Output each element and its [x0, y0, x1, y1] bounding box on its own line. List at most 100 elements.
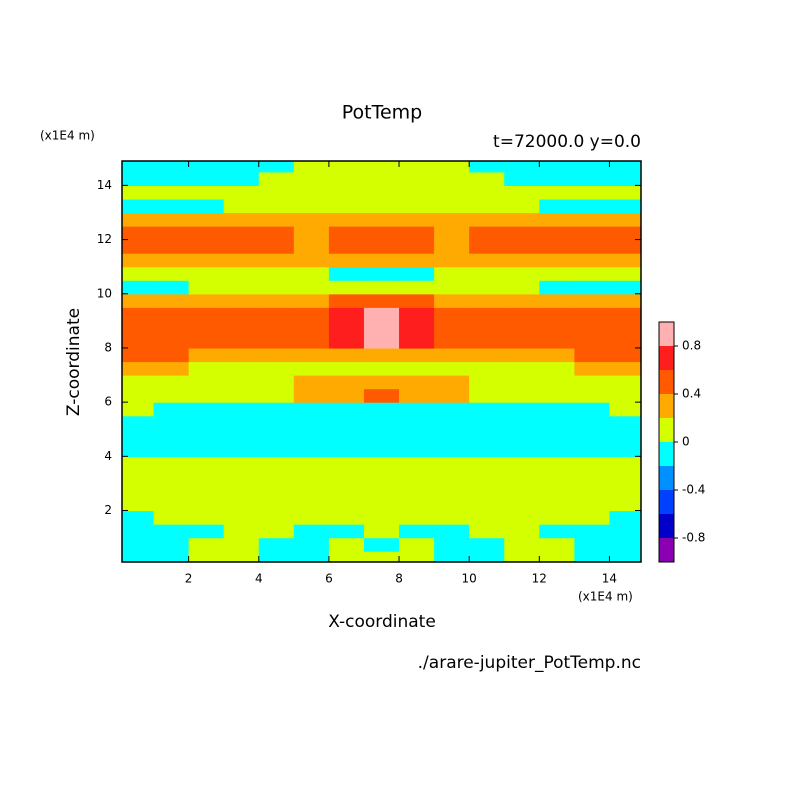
colorbar-band — [659, 490, 674, 514]
contour-cell — [609, 402, 641, 417]
contour-cell — [258, 185, 295, 200]
x-unit: (x1E4 m) — [578, 590, 633, 604]
contour-cell — [504, 239, 540, 254]
contour-cell — [188, 469, 225, 485]
contour-cell — [223, 320, 260, 336]
contour-cell — [153, 456, 190, 471]
contour-cell — [258, 253, 295, 268]
contour-cell — [328, 456, 365, 471]
contour-cell — [122, 226, 155, 241]
contour-cell — [258, 171, 295, 186]
contour-cell — [399, 320, 435, 336]
contour-cell — [399, 347, 435, 363]
contour-cell — [363, 266, 400, 281]
contour-cell — [504, 280, 540, 295]
contour-cell — [153, 226, 190, 241]
contour-cell — [122, 293, 155, 308]
contour-cell — [539, 239, 575, 254]
contour-cell — [153, 402, 190, 417]
contour-cell — [293, 375, 330, 390]
contour-cell — [469, 239, 505, 254]
contour-cell — [609, 185, 641, 200]
contour-cell — [504, 402, 540, 417]
contour-cell — [153, 307, 190, 322]
contour-cell — [399, 293, 435, 308]
y-tick-label: 10 — [97, 286, 112, 300]
contour-cell — [469, 161, 505, 173]
contour-cell — [363, 456, 400, 471]
contour-cell — [328, 253, 365, 268]
contour-cell — [504, 442, 540, 457]
contour-cell — [258, 212, 295, 227]
contour-cell — [293, 524, 330, 539]
contour-cell — [574, 442, 611, 457]
contour-cell — [122, 171, 155, 186]
contour-cell — [328, 510, 365, 525]
contour-cell — [122, 320, 155, 336]
contour-cell — [122, 347, 155, 363]
contour-cell — [434, 415, 470, 430]
contour-cell — [293, 293, 330, 308]
y-axis-label: Z-coordinate — [64, 308, 84, 416]
contour-cell — [399, 537, 435, 552]
contour-cell — [399, 266, 435, 281]
contour-cell — [363, 415, 400, 430]
contour-cell — [363, 334, 400, 349]
contour-cell — [328, 537, 365, 552]
contour-cell — [574, 415, 611, 430]
contour-cell — [469, 253, 505, 268]
contour-cell — [539, 185, 575, 200]
contour-cell — [188, 375, 225, 390]
contour-cell — [504, 347, 540, 363]
contour-cell — [609, 469, 641, 485]
contour-cell — [223, 429, 260, 444]
contour-cell — [609, 375, 641, 390]
contour-cell — [258, 388, 295, 403]
contour-cell — [469, 469, 505, 485]
contour-cell — [504, 524, 540, 539]
y-tick-label: 6 — [104, 395, 112, 409]
contour-cell — [258, 496, 295, 512]
contour-cell — [504, 226, 540, 241]
contour-cell — [539, 266, 575, 281]
contour-cell — [399, 253, 435, 268]
contour-cell — [258, 293, 295, 308]
contour-cell — [188, 429, 225, 444]
contour-cell — [469, 334, 505, 349]
contour-cell — [574, 266, 611, 281]
contour-cell — [574, 496, 611, 512]
contour-cell — [539, 320, 575, 336]
contour-cell — [574, 388, 611, 403]
contour-cell — [399, 226, 435, 241]
contour-cell — [574, 456, 611, 471]
contour-cell — [258, 524, 295, 539]
contour-cell — [363, 239, 400, 254]
contour-cell — [399, 334, 435, 349]
contour-cell — [223, 185, 260, 200]
contour-cell — [328, 226, 365, 241]
contour-cell — [469, 510, 505, 525]
contour-cell — [399, 239, 435, 254]
contour-cell — [328, 185, 365, 200]
contour-cell — [434, 280, 470, 295]
contour-cell — [434, 266, 470, 281]
contour-cell — [609, 280, 641, 295]
contour-cell — [363, 524, 400, 539]
x-tick-label: 12 — [532, 572, 547, 586]
contour-cell — [504, 334, 540, 349]
contour-cell — [434, 375, 470, 390]
contour-cell — [122, 510, 155, 525]
contour-cell — [328, 551, 365, 562]
contour-cell — [469, 483, 505, 498]
contour-cell — [153, 496, 190, 512]
contour-cell — [122, 496, 155, 512]
contour-cell — [328, 375, 365, 390]
contour-cell — [153, 361, 190, 376]
contour-cell — [434, 334, 470, 349]
contour-cell — [188, 496, 225, 512]
contour-cell — [539, 496, 575, 512]
contour-cell — [504, 456, 540, 471]
contour-cell — [328, 266, 365, 281]
contour-cell — [363, 198, 400, 214]
contour-cell — [223, 375, 260, 390]
